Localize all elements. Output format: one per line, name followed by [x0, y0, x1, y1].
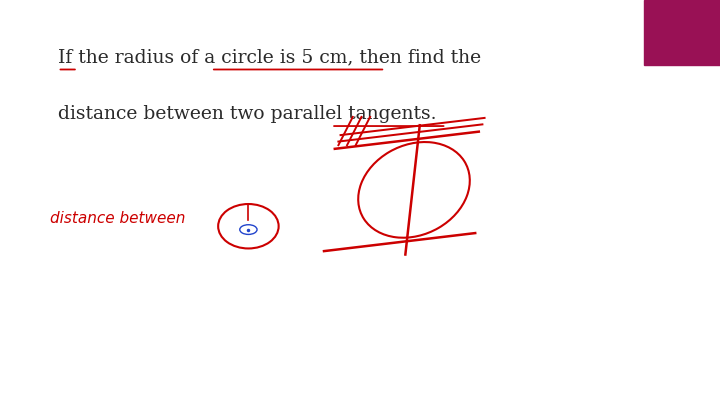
Text: distance between: distance between [50, 210, 186, 226]
Text: distance between two parallel tangents.: distance between two parallel tangents. [58, 105, 436, 123]
Text: If the radius of a circle is 5 cm, then find the: If the radius of a circle is 5 cm, then … [58, 48, 481, 67]
Bar [644, 0, 720, 65]
